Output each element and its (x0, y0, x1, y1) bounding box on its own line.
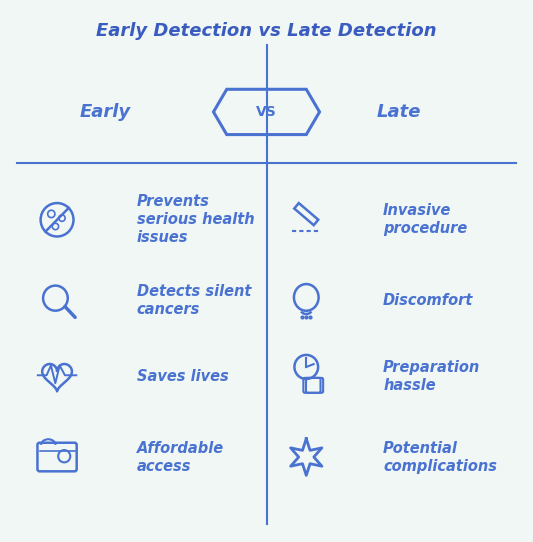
Text: Early: Early (79, 103, 131, 121)
Text: Detects silent
cancers: Detects silent cancers (136, 284, 251, 317)
Text: Preparation
hassle: Preparation hassle (383, 360, 480, 392)
Text: Early Detection vs Late Detection: Early Detection vs Late Detection (96, 22, 437, 40)
Text: Discomfort: Discomfort (383, 293, 473, 308)
Text: Late: Late (377, 103, 421, 121)
Text: Affordable
access: Affordable access (136, 441, 224, 474)
Text: VS: VS (256, 105, 277, 119)
Text: Invasive
procedure: Invasive procedure (383, 203, 467, 236)
Text: Saves lives: Saves lives (136, 369, 228, 384)
Text: Potential
complications: Potential complications (383, 441, 497, 474)
Text: Prevents
serious health
issues: Prevents serious health issues (136, 194, 254, 246)
